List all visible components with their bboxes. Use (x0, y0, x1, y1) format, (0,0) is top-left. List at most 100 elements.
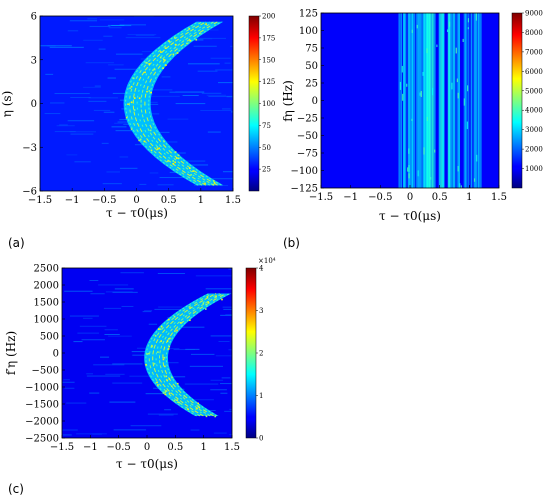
colorbar-tick-label: 25 (262, 166, 271, 174)
band-speckle (198, 32, 201, 35)
noise-streak (173, 152, 186, 154)
noise-streak (142, 311, 152, 313)
band-speckle (204, 182, 206, 185)
noise-streak (54, 131, 76, 133)
x-tick-label: −0.5 (92, 195, 116, 206)
band-speckle (206, 296, 209, 298)
stripe-speckle (457, 92, 459, 99)
noise-streak (89, 25, 111, 27)
noise-streak (88, 97, 118, 99)
stripe (452, 13, 454, 188)
stripe-speckle (407, 167, 409, 172)
stripe-speckle (436, 44, 438, 48)
y-tick-label: −125 (291, 184, 318, 195)
noise-streak (108, 64, 124, 66)
stripe-speckle (456, 78, 458, 83)
x-tick-label: 0.5 (432, 192, 448, 203)
stripe (441, 13, 443, 188)
x-tick-label: −1.5 (309, 192, 333, 203)
noise-streak (77, 332, 99, 334)
x-tick-label: 1.5 (491, 192, 507, 203)
stripe (439, 13, 441, 188)
noise-streak (169, 91, 205, 93)
band-speckle (153, 68, 156, 71)
band-speckle (150, 91, 153, 94)
colorbar-tick-label: 2000 (525, 146, 543, 154)
noise-streak (114, 122, 123, 124)
noise-streak (92, 433, 102, 435)
stripe (467, 13, 470, 188)
stripe-speckle (411, 29, 413, 33)
noise-streak (120, 272, 144, 274)
noise-streak (220, 314, 232, 316)
stripe-speckle (419, 92, 421, 96)
noise-streak (228, 349, 232, 351)
stripe (433, 13, 435, 188)
x-tick-label: −1 (65, 195, 80, 206)
noise-streak (112, 382, 143, 384)
noise-streak (86, 375, 121, 377)
noise-streak (226, 96, 233, 98)
x-axis-ticks: −1.5 −1 −0.5 0 0.5 1 1.5 (309, 185, 507, 203)
band-speckle (138, 139, 140, 142)
band-speckle (189, 39, 191, 42)
band-speckle (157, 384, 159, 386)
stripe-speckle (460, 185, 463, 188)
stripe (470, 13, 472, 188)
band-speckle (159, 56, 162, 59)
stripe (443, 13, 445, 188)
band-speckle (165, 64, 167, 66)
y-tick-label: −75 (297, 149, 318, 160)
noise-streak (69, 315, 99, 317)
stripe (432, 13, 434, 188)
band-speckle (151, 345, 153, 347)
band-speckle (168, 345, 171, 348)
noise-streak (213, 432, 227, 434)
noise-streak (70, 96, 91, 98)
stripe (399, 13, 403, 188)
noise-streak (148, 101, 158, 103)
y-tick-label: −100 (291, 166, 318, 177)
band-speckle (212, 184, 215, 186)
noise-streak (40, 45, 72, 47)
noise-streak (74, 161, 91, 163)
noise-streak (182, 94, 199, 96)
noise-streak (83, 86, 101, 88)
noise-streak (54, 93, 90, 95)
noise-streak (115, 53, 143, 55)
band-speckle (166, 340, 169, 343)
band-speckle (153, 362, 156, 365)
noise-streak (141, 51, 158, 53)
stripe-speckle (426, 116, 428, 122)
band-speckle (175, 157, 178, 159)
band-speckle (159, 328, 162, 330)
colorbar-tick-label: 0 (259, 435, 263, 443)
noise-streak (59, 124, 68, 126)
band-speckle (205, 415, 208, 418)
noise-streak (108, 335, 132, 337)
hyperbola-band (123, 21, 224, 186)
stripe-speckle (416, 24, 418, 29)
x-tick-label: −1 (83, 442, 98, 453)
noise-streak (215, 69, 233, 71)
band-fill (144, 293, 232, 416)
noise-streak (158, 306, 183, 308)
noise-streak (175, 103, 206, 105)
noise-streak (195, 275, 232, 277)
noise-streak (70, 133, 94, 135)
stripe-speckle (462, 38, 464, 42)
band-speckle (162, 67, 165, 69)
x-tick-label: −1.5 (50, 442, 74, 453)
noise-streak (157, 272, 186, 274)
noise-streak (148, 323, 158, 325)
noise-streak (210, 335, 232, 337)
noise-streak (108, 27, 122, 29)
noise-streak (185, 348, 200, 350)
band-speckle (214, 415, 216, 418)
stripe-speckle (408, 148, 410, 154)
noise-streak (230, 45, 233, 47)
noise-streak (113, 429, 147, 431)
y-tick-label: 500 (40, 332, 59, 343)
stripe-speckle (463, 98, 465, 106)
